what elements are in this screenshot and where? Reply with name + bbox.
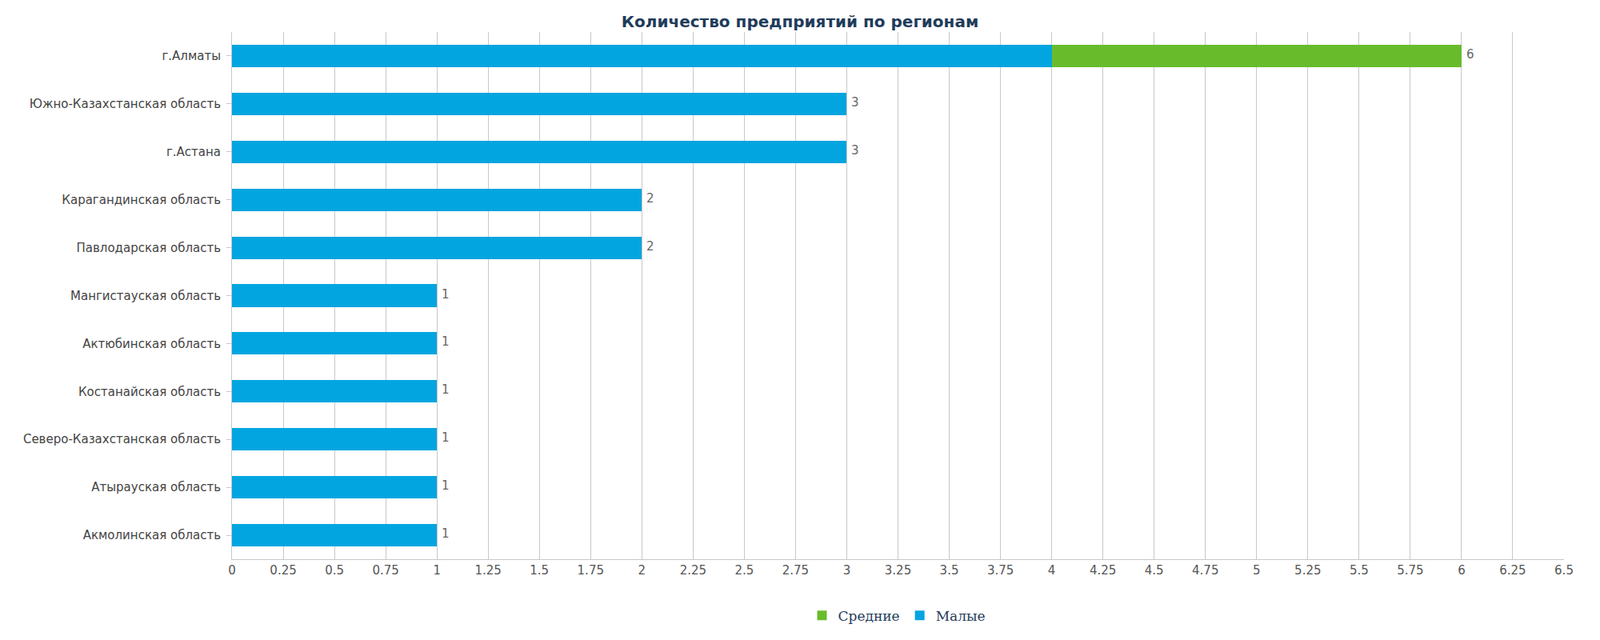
svg-text:Количество предприятий по реги: Количество предприятий по регионам [621, 12, 980, 32]
svg-text:1: 1 [441, 287, 450, 302]
svg-text:1.75: 1.75 [577, 563, 604, 578]
svg-text:0.25: 0.25 [269, 563, 296, 578]
svg-text:5.25: 5.25 [1294, 563, 1321, 578]
svg-text:3.75: 3.75 [987, 563, 1014, 578]
svg-text:Павлодарская область: Павлодарская область [76, 240, 221, 256]
svg-text:1: 1 [441, 430, 450, 445]
svg-text:2.25: 2.25 [680, 563, 707, 578]
svg-text:1: 1 [441, 382, 450, 397]
svg-text:6: 6 [1457, 563, 1466, 578]
svg-text:0.5: 0.5 [324, 563, 344, 578]
svg-text:3: 3 [851, 95, 860, 110]
svg-text:2.5: 2.5 [734, 563, 754, 578]
svg-text:Атырауская область: Атырауская область [91, 480, 221, 495]
svg-text:1: 1 [441, 334, 450, 349]
svg-text:5: 5 [1252, 563, 1261, 578]
svg-text:6.5: 6.5 [1554, 563, 1574, 578]
svg-text:Костанайская область: Костанайская область [78, 384, 221, 400]
svg-text:Актюбинская область: Актюбинская область [82, 336, 221, 352]
svg-text:2: 2 [646, 191, 655, 206]
svg-text:2: 2 [646, 239, 655, 254]
svg-text:6.25: 6.25 [1499, 563, 1526, 578]
svg-text:Малые: Малые [936, 608, 986, 624]
svg-text:Мангистауская область: Мангистауская область [70, 288, 221, 304]
svg-text:1: 1 [441, 526, 450, 541]
svg-text:2: 2 [638, 563, 647, 578]
svg-text:Карагандинская область: Карагандинская область [61, 192, 221, 208]
svg-text:Акмолинская область: Акмолинская область [83, 528, 221, 543]
svg-text:Средние: Средние [838, 608, 900, 624]
svg-text:4: 4 [1048, 563, 1056, 578]
svg-text:1.25: 1.25 [474, 563, 501, 578]
svg-text:1: 1 [432, 563, 441, 578]
svg-text:3.5: 3.5 [940, 563, 960, 578]
svg-text:4.75: 4.75 [1192, 563, 1219, 578]
svg-text:г.Астана: г.Астана [166, 144, 221, 160]
svg-text:0.75: 0.75 [372, 563, 399, 578]
svg-text:3: 3 [843, 563, 852, 578]
svg-text:0: 0 [228, 563, 236, 578]
svg-text:5.75: 5.75 [1396, 563, 1424, 578]
svg-text:3: 3 [851, 143, 860, 158]
svg-text:4.25: 4.25 [1089, 563, 1116, 578]
svg-text:г.Алматы: г.Алматы [161, 48, 221, 64]
svg-text:2.75: 2.75 [782, 563, 809, 578]
svg-text:6: 6 [1466, 47, 1475, 62]
svg-text:1: 1 [441, 478, 450, 493]
svg-text:5.5: 5.5 [1349, 563, 1369, 578]
svg-text:3.25: 3.25 [884, 563, 912, 578]
svg-text:1.5: 1.5 [529, 563, 549, 578]
svg-text:Северо-Казахстанская область: Северо-Казахстанская область [23, 432, 221, 447]
svg-text:Южно-Казахстанская область: Южно-Казахстанская область [29, 96, 221, 112]
svg-text:4.5: 4.5 [1144, 563, 1164, 578]
